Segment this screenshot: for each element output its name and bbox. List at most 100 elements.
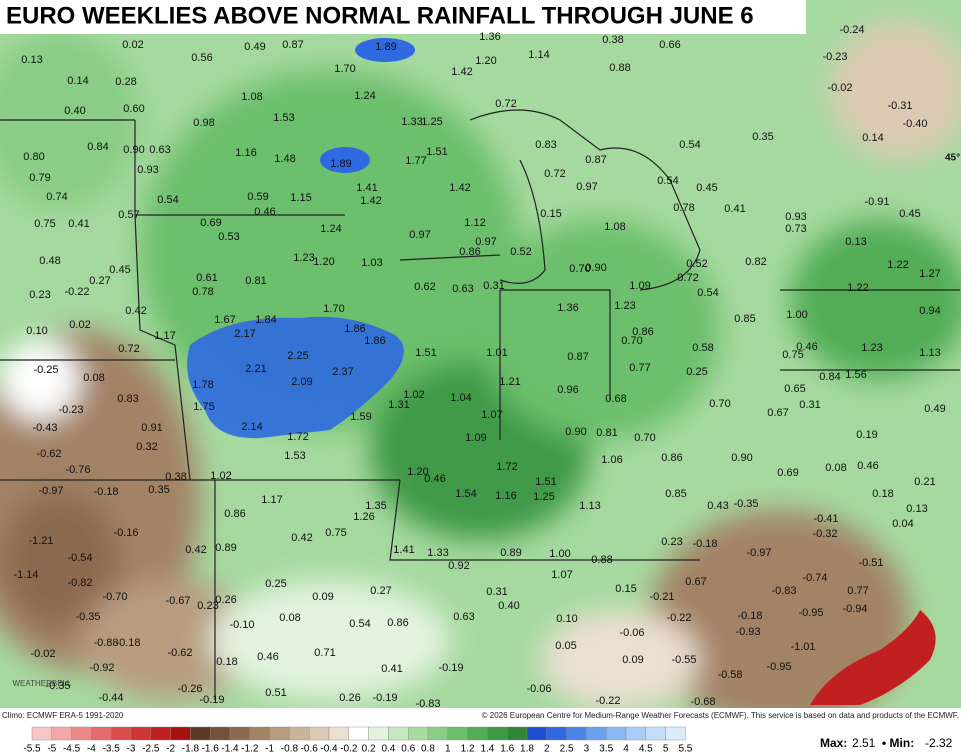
station-label: -0.67 <box>165 595 190 607</box>
station-label: -0.19 <box>372 692 397 704</box>
colorbar-tick-label: 4 <box>623 744 629 755</box>
station-label: 0.70 <box>569 263 590 275</box>
station-label: 1.48 <box>274 153 295 165</box>
station-label: 0.18 <box>216 656 237 668</box>
station-label: 0.45 <box>899 208 920 220</box>
station-label: -0.18 <box>692 538 717 550</box>
station-label: 1.23 <box>293 252 314 264</box>
station-label: 2.14 <box>241 421 262 433</box>
colorbar-tick-label: 3 <box>584 744 590 755</box>
colorbar-tick-label: 2 <box>544 744 550 755</box>
colorbar-swatch <box>586 726 607 741</box>
colorbar-tick-label: 5 <box>663 744 669 755</box>
station-label: -0.43 <box>32 422 57 434</box>
station-label: 1.24 <box>354 90 375 102</box>
station-label: 1.16 <box>495 490 516 502</box>
station-label: 1.14 <box>528 49 549 61</box>
station-label: 0.14 <box>862 132 883 144</box>
station-label: 0.13 <box>21 54 42 66</box>
station-label: 0.67 <box>685 576 706 588</box>
station-label: -0.94 <box>842 603 867 615</box>
colorbar-tick-label: 1.4 <box>480 744 494 755</box>
colorbar-swatch <box>229 726 250 741</box>
colorbar-swatch <box>348 726 369 741</box>
colorbar-tick-label: -1.8 <box>182 744 200 755</box>
station-label: 0.43 <box>707 500 728 512</box>
station-label: -0.88 <box>93 637 118 649</box>
station-label: 0.38 <box>165 471 186 483</box>
station-label: 0.52 <box>510 246 531 258</box>
station-label: -0.06 <box>526 683 551 695</box>
station-label: 0.51 <box>265 687 286 699</box>
station-label: 1.23 <box>861 342 882 354</box>
station-label: 0.42 <box>125 305 146 317</box>
station-label: 0.46 <box>254 206 275 218</box>
station-label: 0.26 <box>339 692 360 704</box>
station-label: 0.40 <box>64 105 85 117</box>
station-label: 0.48 <box>39 255 60 267</box>
station-label: 0.87 <box>282 39 303 51</box>
station-label: 0.54 <box>349 618 370 630</box>
colorbar-swatch <box>91 726 112 741</box>
station-label: 0.38 <box>602 34 623 46</box>
station-label: 0.58 <box>692 342 713 354</box>
colorbar-swatch <box>51 726 72 741</box>
station-label: -0.06 <box>619 627 644 639</box>
station-label: 0.18 <box>872 488 893 500</box>
station-label: 1.51 <box>426 146 447 158</box>
station-label: 0.84 <box>87 141 108 153</box>
station-label: -0.95 <box>798 607 823 619</box>
station-label: 1.07 <box>551 569 572 581</box>
station-label: 0.49 <box>924 403 945 415</box>
station-label: 0.97 <box>475 236 496 248</box>
station-label: 0.81 <box>596 427 617 439</box>
station-label: 1.13 <box>919 347 940 359</box>
station-label: 1.20 <box>313 256 334 268</box>
station-label: 1.22 <box>887 259 908 271</box>
station-label: 1.53 <box>273 112 294 124</box>
colorbar-tick-label: 1.8 <box>520 744 534 755</box>
colorbar-swatch <box>645 726 666 741</box>
station-label: 0.31 <box>799 399 820 411</box>
colorbar-swatch <box>566 726 587 741</box>
station-label: 0.13 <box>906 503 927 515</box>
station-label: 0.13 <box>845 236 866 248</box>
station-label: 0.73 <box>785 223 806 235</box>
station-label: 0.62 <box>414 281 435 293</box>
colorbar-tick-label: 0.2 <box>362 744 376 755</box>
station-label: 2.37 <box>332 366 353 378</box>
colorbar-swatch <box>130 726 151 741</box>
station-label: 0.54 <box>679 139 700 151</box>
station-label: -0.10 <box>229 619 254 631</box>
station-label: 0.69 <box>200 217 221 229</box>
colorbar-swatch <box>368 726 389 741</box>
station-label: 0.92 <box>448 560 469 572</box>
colorbar-tick-label: -5.5 <box>23 744 41 755</box>
colorbar-swatch <box>31 726 52 741</box>
station-label: 0.86 <box>224 508 245 520</box>
station-label: 1.20 <box>407 466 428 478</box>
station-label: 0.54 <box>697 287 718 299</box>
station-label: 0.78 <box>192 286 213 298</box>
station-label: 1.35 <box>365 500 386 512</box>
station-label: 1.42 <box>360 195 381 207</box>
station-label: 0.67 <box>767 407 788 419</box>
station-label: -0.23 <box>58 404 83 416</box>
station-label: 1.75 <box>193 401 214 413</box>
station-label: 0.41 <box>68 218 89 230</box>
colorbar-tick-label: -0.4 <box>320 744 338 755</box>
station-label: -0.62 <box>36 448 61 460</box>
station-label: 0.91 <box>141 422 162 434</box>
station-label: 1.84 <box>255 314 276 326</box>
station-label: 0.04 <box>892 518 913 530</box>
station-label: -0.35 <box>75 611 100 623</box>
station-label: 0.60 <box>123 103 144 115</box>
station-label: 0.45 <box>696 182 717 194</box>
station-label: 0.28 <box>115 76 136 88</box>
copyright: © 2026 European Centre for Medium-Range … <box>482 711 959 720</box>
station-label: 1.42 <box>449 182 470 194</box>
station-label: -0.22 <box>64 286 89 298</box>
colorbar-swatch <box>388 726 409 741</box>
min-value: -2.32 <box>925 736 953 750</box>
colorbar-tick-label: 1.2 <box>461 744 475 755</box>
